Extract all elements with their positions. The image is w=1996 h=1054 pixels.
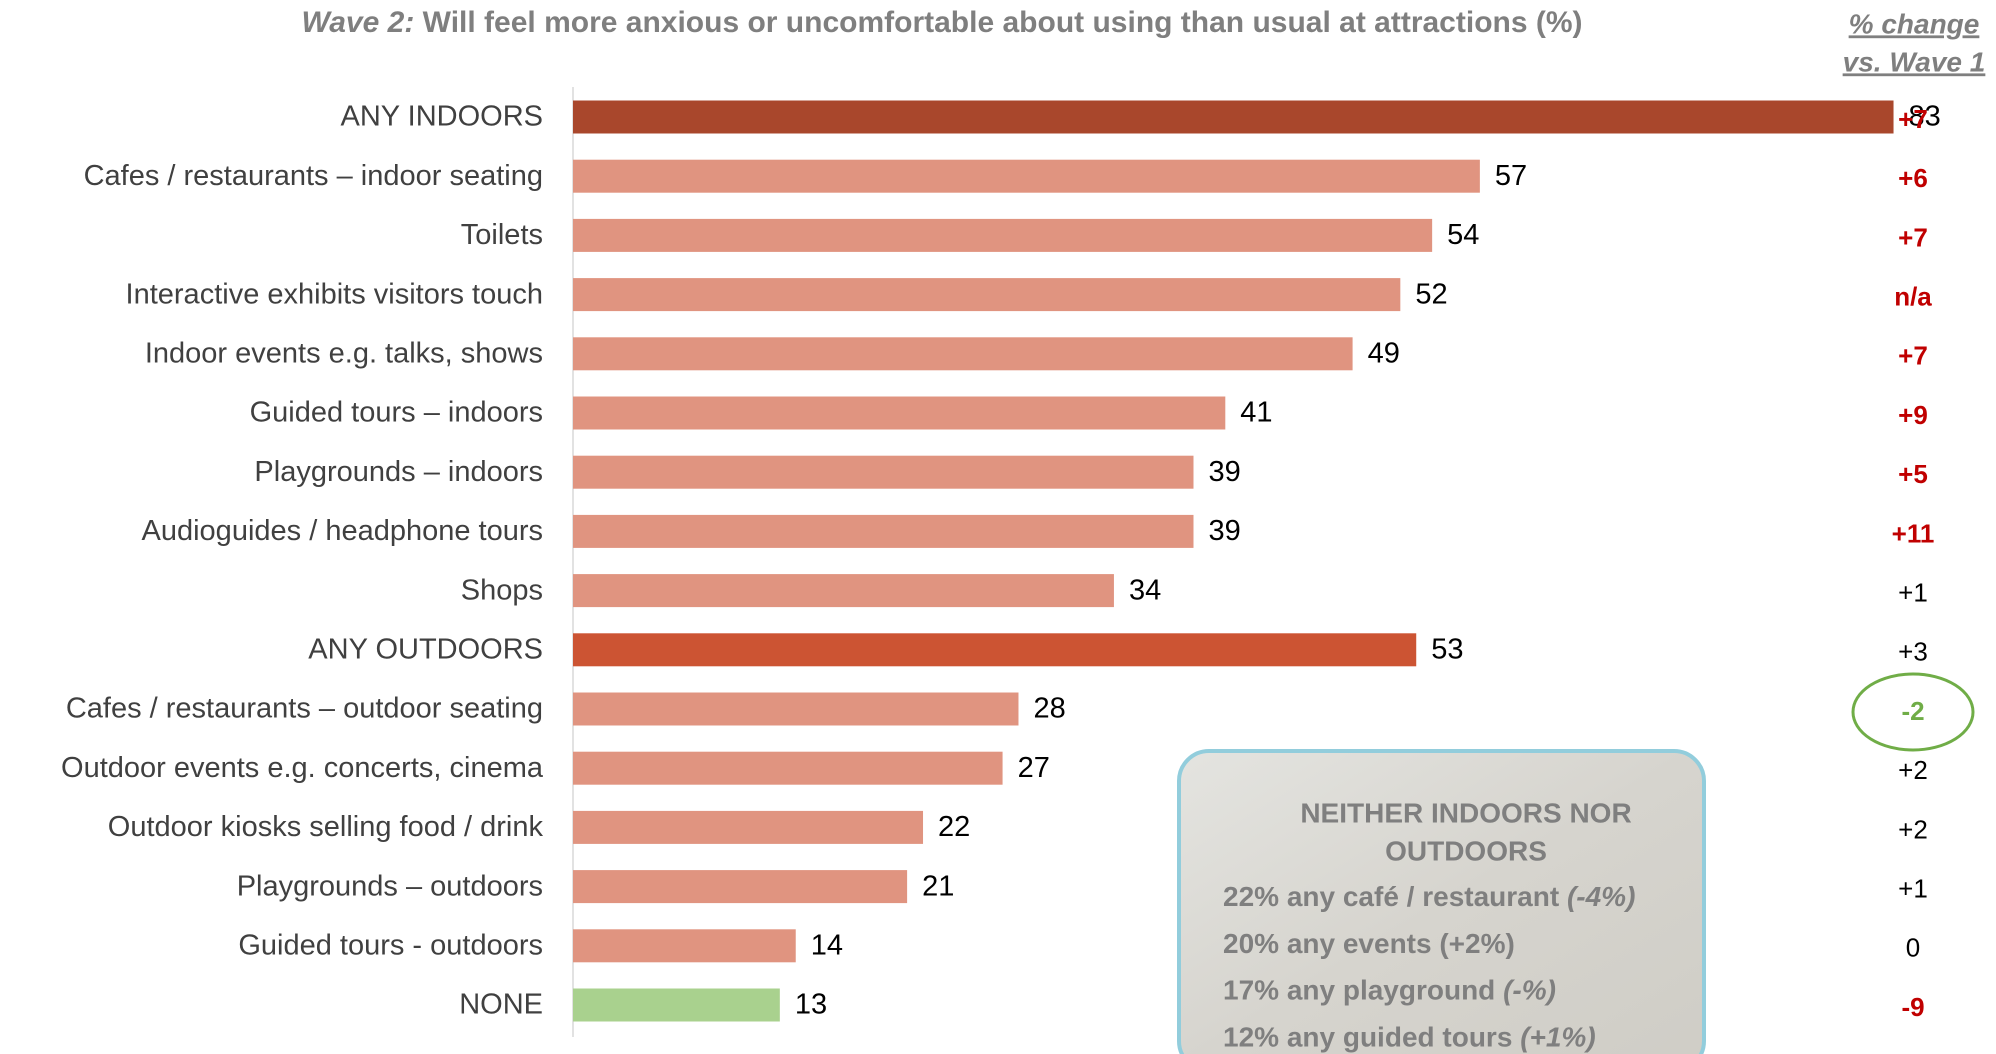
inset-text: 22% any café / restaurant (1223, 881, 1559, 912)
change-label: +7 (1898, 104, 1928, 134)
category-label: Cafes / restaurants – outdoor seating (66, 693, 543, 725)
inset-heading: OUTDOORS (1385, 835, 1547, 866)
value-label: 83 (1909, 101, 1941, 133)
change-label: +2 (1898, 755, 1928, 785)
change-label: +3 (1898, 637, 1928, 667)
category-label: Toilets (461, 219, 543, 251)
bar (573, 633, 1417, 667)
bar (573, 218, 1433, 252)
category-label: Playgrounds – indoors (254, 456, 543, 488)
change-label: +6 (1898, 163, 1928, 193)
category-label: Outdoor kiosks selling food / drink (108, 811, 544, 843)
change-label: +1 (1898, 577, 1928, 607)
change-header: vs. Wave 1 (1843, 46, 1986, 77)
change-label: +2 (1898, 814, 1928, 844)
category-label: Shops (461, 574, 543, 606)
value-label: 41 (1240, 397, 1272, 429)
value-label: 22 (938, 811, 970, 843)
value-label: 53 (1431, 633, 1463, 665)
inset-note: (-4%) (1567, 881, 1635, 912)
bar (573, 751, 1003, 785)
inset-heading: NEITHER INDOORS NOR (1300, 797, 1631, 828)
inset-text: 17% any playground (1223, 975, 1495, 1006)
bar (573, 929, 796, 963)
bar (573, 692, 1019, 726)
value-label: 54 (1447, 219, 1479, 251)
value-label: 21 (922, 870, 954, 902)
value-label: 34 (1129, 574, 1161, 606)
category-label: Interactive exhibits visitors touch (126, 278, 543, 310)
category-label: Audioguides / headphone tours (142, 515, 543, 547)
bar (573, 159, 1480, 193)
highlight-circle (1851, 672, 1975, 752)
category-label: NONE (459, 989, 543, 1021)
value-label: 39 (1208, 515, 1240, 547)
title-text: Will feel more anxious or uncomfortable … (423, 6, 1583, 39)
bar (573, 100, 1894, 134)
title-prefix: Wave 2: (301, 6, 414, 39)
category-label: Outdoor events e.g. concerts, cinema (61, 752, 544, 784)
inset-text: 20% any events (+2%) (1223, 928, 1515, 959)
inset-note: (+1%) (1520, 1022, 1595, 1053)
category-label: Playgrounds – outdoors (237, 870, 543, 902)
bar (573, 396, 1226, 430)
bar (573, 278, 1401, 312)
bar (573, 574, 1114, 608)
value-label: 14 (811, 929, 843, 961)
value-label: 39 (1208, 456, 1240, 488)
change-label: +9 (1898, 400, 1928, 430)
bar (573, 810, 924, 844)
bar (573, 337, 1353, 371)
category-label: Indoor events e.g. talks, shows (145, 337, 543, 369)
change-header: % change (1849, 8, 1980, 39)
value-label: 28 (1033, 693, 1065, 725)
value-label: 49 (1368, 337, 1400, 369)
change-label: n/a (1894, 281, 1932, 311)
change-label: +5 (1898, 459, 1928, 489)
inset-line: 12% any guided tours (+1%) (1223, 1022, 1596, 1053)
change-label: +7 (1898, 341, 1928, 371)
chart-title: Wave 2: Will feel more anxious or uncomf… (301, 6, 1582, 39)
category-label: ANY OUTDOORS (308, 633, 543, 665)
category-label: Cafes / restaurants – indoor seating (84, 160, 543, 192)
value-label: 57 (1495, 160, 1527, 192)
bar (573, 988, 780, 1022)
inset-line: 22% any café / restaurant (-4%) (1223, 881, 1635, 912)
bar (573, 870, 908, 904)
change-label: -9 (1901, 992, 1924, 1022)
inset-text: 12% any guided tours (1223, 1022, 1512, 1053)
inset-box: NEITHER INDOORS NOR OUTDOORS 22% any café … (1177, 749, 1706, 1054)
change-label: +7 (1898, 222, 1928, 252)
inset-note: (-%) (1503, 975, 1556, 1006)
bar (573, 455, 1194, 489)
category-label: Guided tours - outdoors (238, 929, 543, 961)
change-label: 0 (1906, 933, 1920, 963)
inset-line: 20% any events (+2%) (1223, 928, 1515, 959)
category-label: Guided tours – indoors (250, 397, 543, 429)
change-label: +1 (1898, 873, 1928, 903)
inset-line: 17% any playground (-%) (1223, 975, 1556, 1006)
category-label: ANY INDOORS (340, 101, 543, 133)
value-label: 13 (795, 989, 827, 1021)
change-label: +11 (1892, 518, 1935, 548)
change-label: -2 (1901, 696, 1924, 726)
inset-frame (1177, 749, 1706, 1054)
value-label: 27 (1018, 752, 1050, 784)
value-label: 52 (1415, 278, 1447, 310)
bar (573, 514, 1194, 548)
